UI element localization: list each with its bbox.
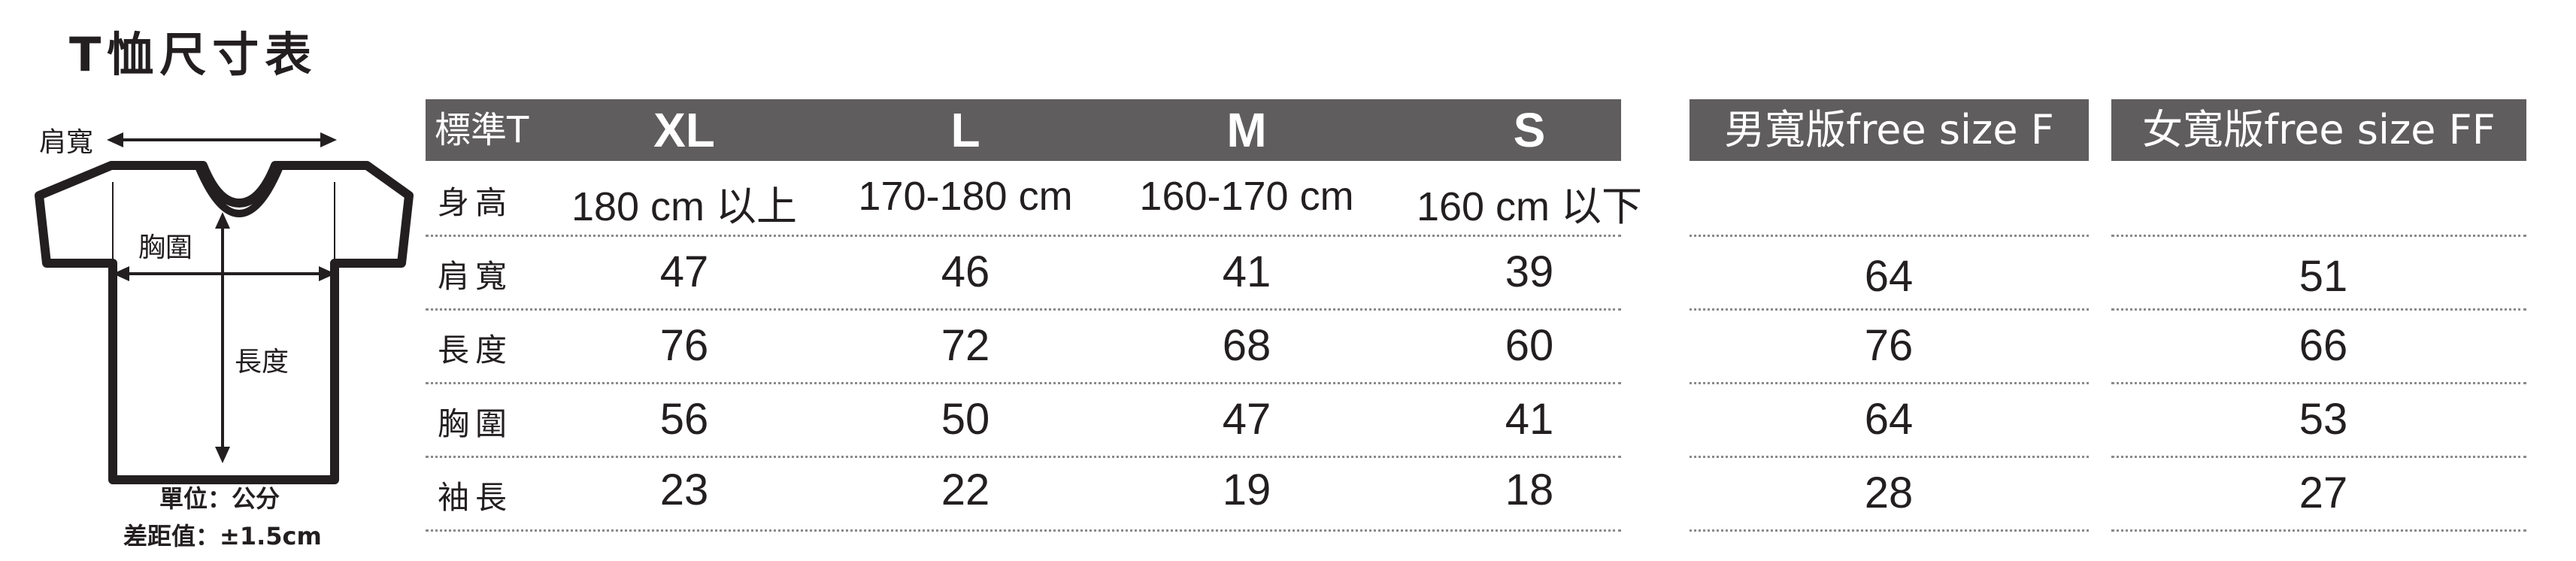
row-divider: [426, 529, 1621, 532]
row-divider: [2111, 529, 2526, 532]
cell-height-l: 170-180 cm: [858, 174, 1073, 219]
standard-label: 標準T: [435, 109, 529, 151]
size-xl-header: XL: [653, 103, 715, 157]
row-label-sleeve: 袖長: [438, 479, 514, 516]
cell-shoulder-m: 41: [1222, 247, 1271, 296]
cell-length-xl: 76: [659, 321, 709, 370]
cell-chest-women: 53: [2299, 395, 2348, 444]
cell-chest-m: 47: [1222, 395, 1271, 444]
cell-sleeve-xl: 23: [659, 465, 709, 514]
tshirt-diagram: [35, 132, 414, 484]
cell-shoulder-men: 64: [1864, 252, 1914, 301]
row-divider: [1690, 529, 2089, 532]
women-free-header: 女寬版free size FF: [2142, 106, 2496, 153]
row-label-shoulder: 肩寬: [438, 258, 514, 295]
men-header-bar: [1690, 99, 2089, 161]
cell-shoulder-xl: 47: [659, 247, 709, 296]
cell-length-s: 60: [1505, 321, 1554, 370]
row-label-height: 身高: [438, 184, 514, 221]
cell-length-m: 68: [1222, 321, 1271, 370]
cell-height-xl: 180 cm 以上: [571, 184, 798, 229]
row-divider: [426, 382, 1621, 384]
men-free-header: 男寬版free size F: [1724, 106, 2054, 153]
row-divider: [1690, 456, 2089, 458]
size-s-header: S: [1513, 103, 1546, 157]
cell-sleeve-s: 18: [1505, 465, 1554, 514]
row-divider: [426, 456, 1621, 458]
page-title: T恤尺寸表: [69, 27, 318, 82]
row-label-length: 長度: [438, 332, 514, 368]
length-label: 長度: [235, 347, 289, 378]
women-header-bar: [2111, 99, 2526, 161]
cell-chest-s: 41: [1505, 395, 1554, 444]
cell-chest-xl: 56: [659, 395, 709, 444]
cell-shoulder-l: 46: [941, 247, 990, 296]
row-label-chest: 胸圍: [438, 405, 514, 442]
row-divider: [426, 235, 1621, 237]
row-divider: [1690, 235, 2089, 237]
cell-shoulder-women: 51: [2299, 252, 2348, 301]
row-divider: [426, 308, 1621, 311]
row-divider: [1690, 308, 2089, 311]
chest-label: 胸圍: [138, 232, 193, 263]
tolerance-note: 差距值：±1.5cm: [123, 522, 322, 550]
row-divider: [2111, 382, 2526, 384]
cell-height-m: 160-170 cm: [1139, 174, 1354, 219]
cell-length-l: 72: [941, 321, 990, 370]
row-divider: [2111, 456, 2526, 458]
row-divider: [1690, 382, 2089, 384]
cell-height-s: 160 cm 以下: [1416, 184, 1643, 229]
size-m-header: M: [1226, 103, 1267, 157]
size-l-header: L: [950, 103, 980, 157]
standard-header-bar: [426, 99, 1621, 161]
cell-chest-l: 50: [941, 395, 990, 444]
cell-sleeve-l: 22: [941, 465, 990, 514]
cell-chest-men: 64: [1864, 395, 1914, 444]
cell-length-men: 76: [1864, 321, 1914, 370]
cell-sleeve-men: 28: [1864, 469, 1914, 517]
cell-shoulder-s: 39: [1505, 247, 1554, 296]
shoulder-label: 肩寬: [39, 127, 94, 158]
row-divider: [2111, 235, 2526, 237]
cell-sleeve-women: 27: [2299, 469, 2348, 517]
cell-length-women: 66: [2299, 321, 2348, 370]
row-divider: [2111, 308, 2526, 311]
cell-sleeve-m: 19: [1222, 465, 1271, 514]
unit-note: 單位：公分: [159, 484, 280, 513]
